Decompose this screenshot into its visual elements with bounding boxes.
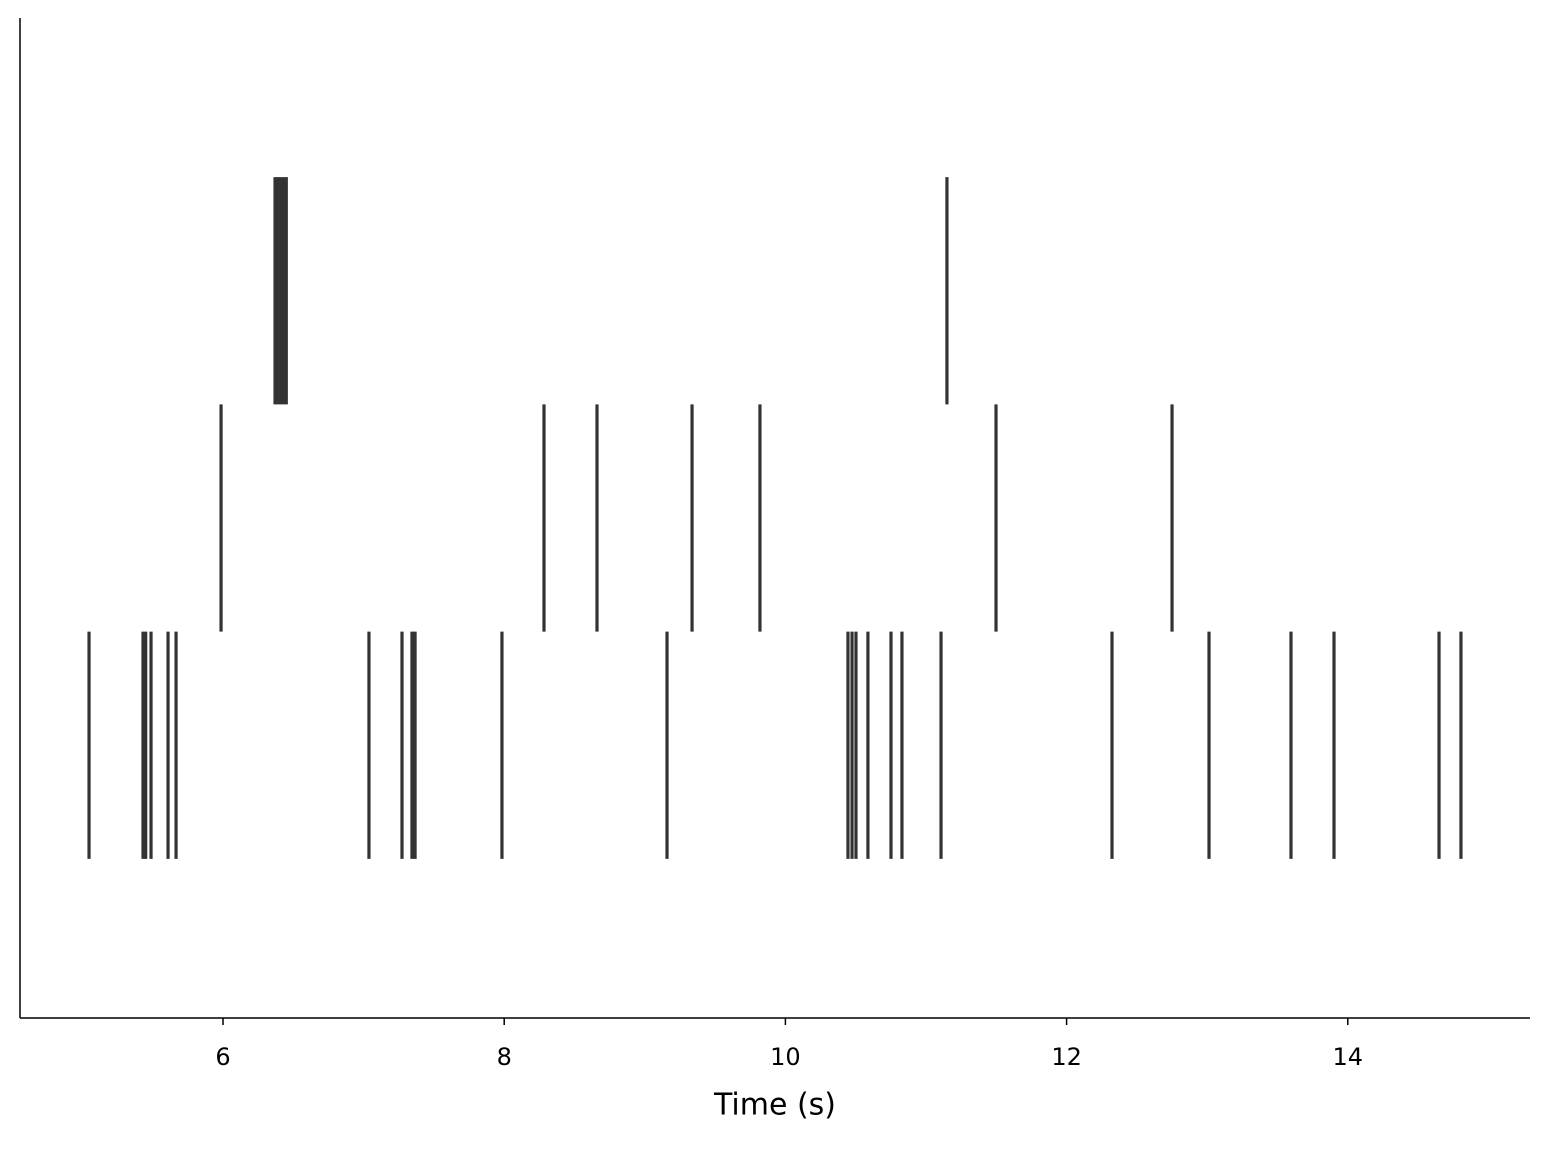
x-tick-label: 10: [770, 1043, 801, 1071]
x-tick-label: 6: [215, 1043, 230, 1071]
x-axis-label: Time (s): [713, 1088, 836, 1123]
x-tick-label: 12: [1051, 1043, 1082, 1071]
x-tick-label: 14: [1333, 1043, 1364, 1071]
x-tick-label: 8: [497, 1043, 512, 1071]
